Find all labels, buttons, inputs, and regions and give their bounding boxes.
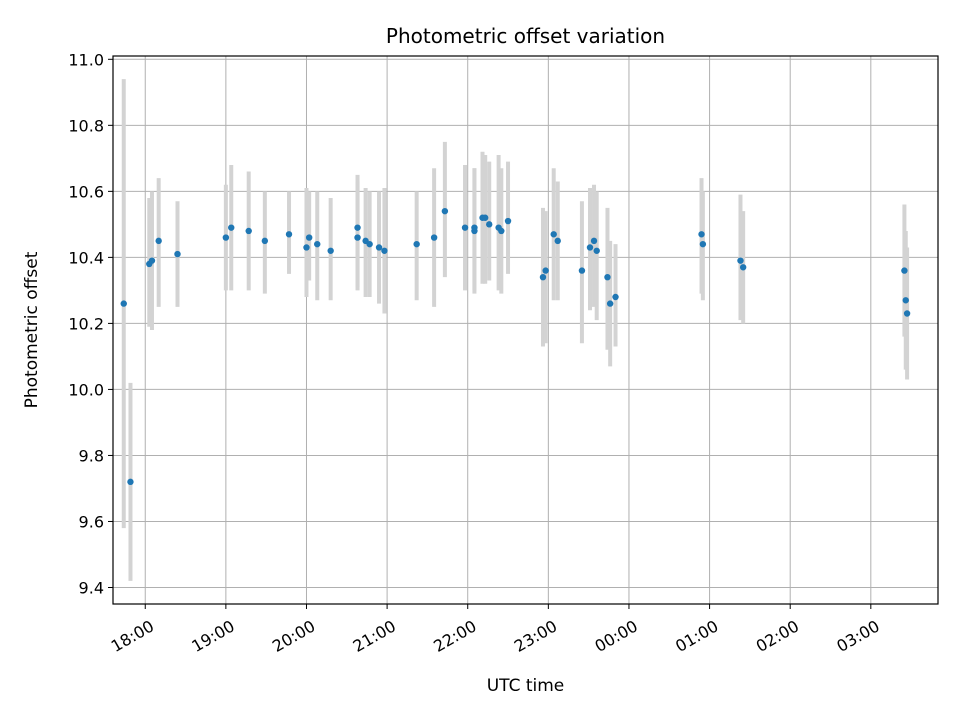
data-point (593, 247, 600, 254)
data-point (245, 227, 252, 235)
y-axis-title: Photometric offset (22, 251, 42, 408)
data-point (590, 237, 598, 245)
data-point (303, 244, 310, 251)
data-point (486, 221, 493, 228)
data-point (539, 273, 547, 281)
data-point (498, 227, 505, 235)
data-point (604, 273, 611, 281)
data-points (120, 207, 911, 486)
data-point (504, 217, 512, 225)
data-point (430, 234, 438, 241)
data-point (155, 237, 162, 245)
y-tick-label: 9.4 (79, 578, 104, 597)
chart-title: Photometric offset variation (386, 24, 665, 48)
data-point (699, 240, 707, 248)
data-point (354, 224, 361, 231)
data-point (327, 247, 334, 254)
data-point (612, 293, 619, 301)
data-point (481, 214, 489, 221)
data-point (739, 264, 747, 271)
data-point (354, 234, 361, 241)
data-point (441, 207, 449, 215)
data-point (174, 250, 181, 258)
data-point (413, 240, 420, 248)
data-point (606, 300, 614, 307)
data-point (305, 234, 313, 241)
y-tick-label: 10.4 (68, 248, 104, 267)
y-tick-label: 9.8 (79, 446, 104, 465)
data-point (228, 224, 235, 231)
data-point (903, 310, 911, 317)
data-point (698, 231, 705, 238)
data-point (461, 224, 469, 231)
data-point (578, 267, 586, 274)
data-point (542, 267, 549, 274)
y-tick-label: 10.0 (68, 380, 104, 399)
y-tick-label: 10.2 (68, 314, 104, 333)
y-tick-label: 10.6 (68, 182, 104, 201)
data-point (550, 231, 557, 238)
plot-area-frame (112, 55, 939, 605)
data-point (375, 244, 383, 251)
x-axis-title: UTC time (487, 676, 565, 696)
data-point (120, 300, 127, 307)
y-tick-label: 10.8 (68, 116, 104, 135)
y-tick-label: 9.6 (79, 512, 104, 531)
data-point (127, 478, 134, 486)
data-point (314, 240, 321, 248)
data-point (901, 267, 908, 274)
data-point (902, 297, 909, 304)
y-tick-label: 11.0 (68, 50, 104, 69)
data-point (366, 240, 373, 248)
data-point (471, 227, 478, 235)
data-point (381, 247, 388, 254)
data-point (737, 257, 744, 264)
data-point (222, 234, 230, 241)
data-point (261, 237, 269, 245)
data-point (285, 231, 293, 238)
data-point (554, 237, 561, 245)
data-point (148, 257, 156, 264)
data-point (586, 244, 594, 251)
